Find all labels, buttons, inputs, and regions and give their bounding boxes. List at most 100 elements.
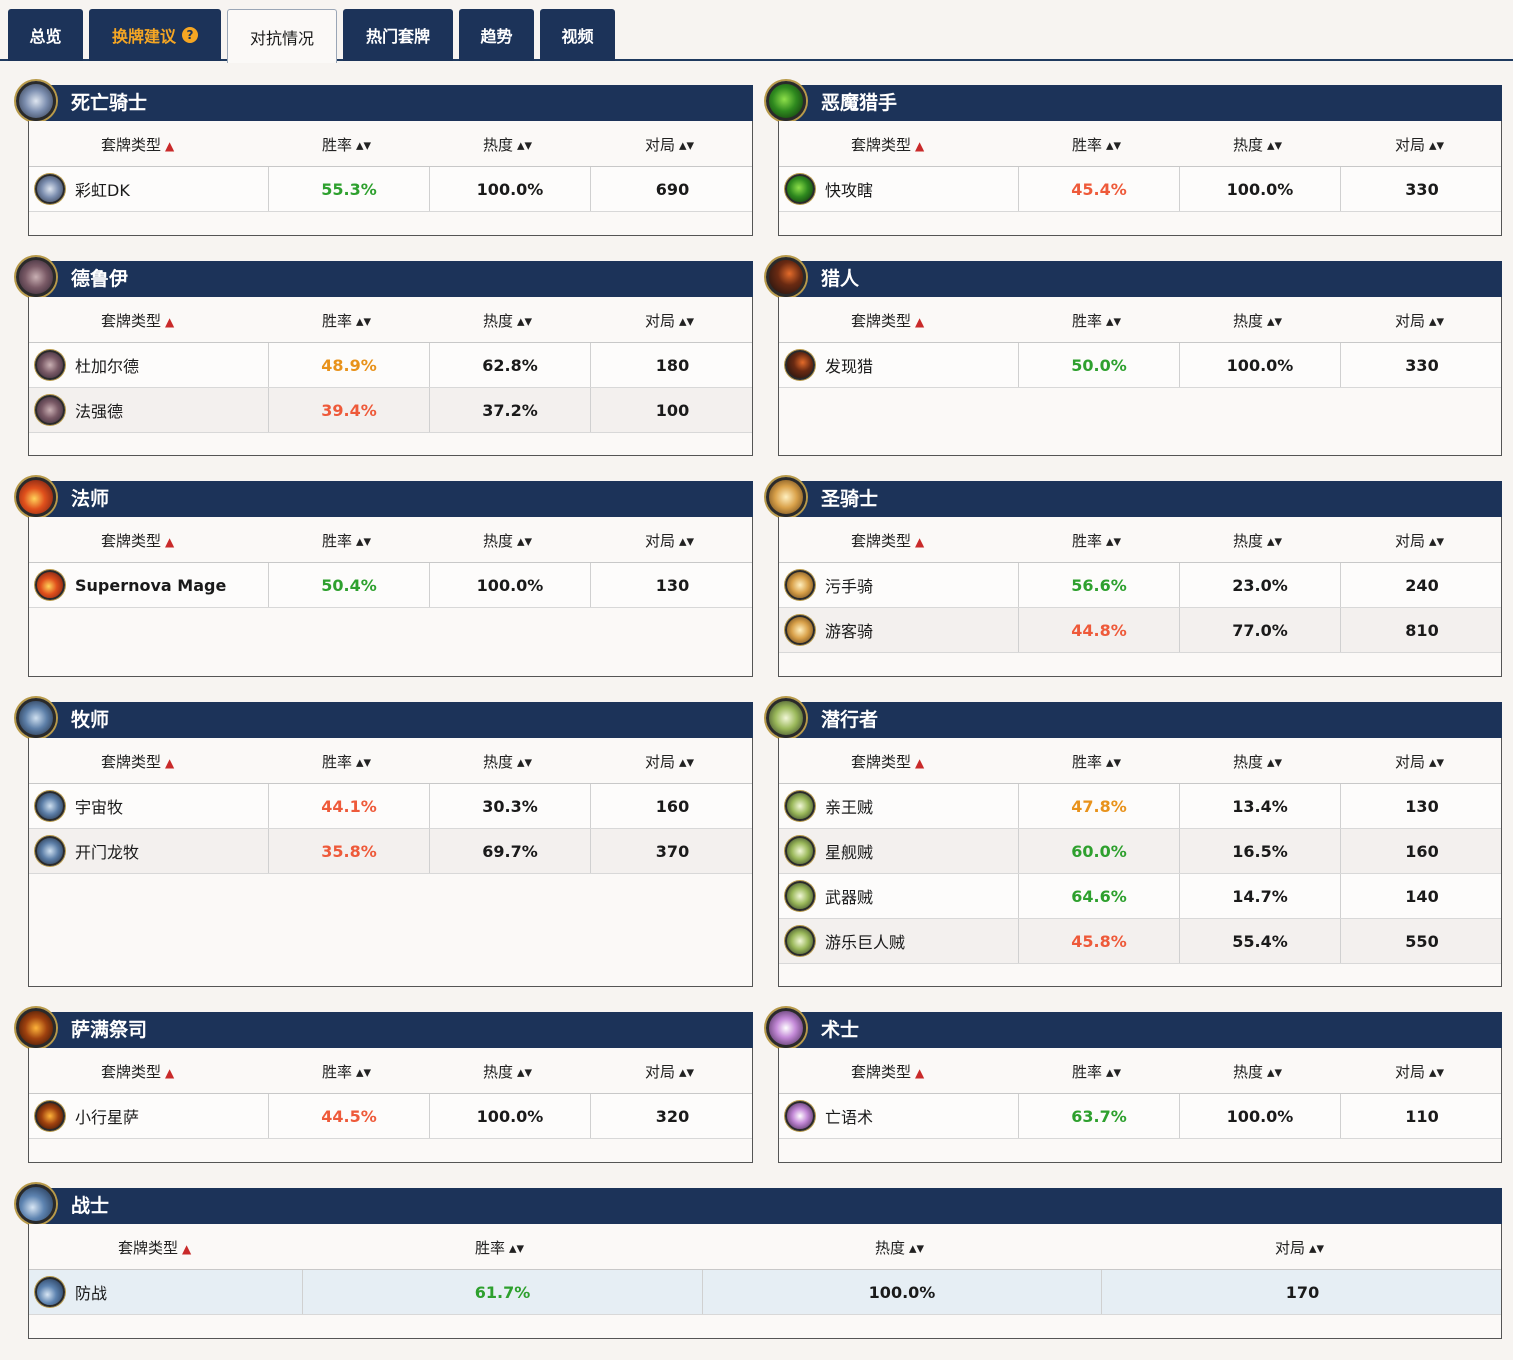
column-deck-type[interactable]: 套牌类型 ▲ — [101, 1061, 174, 1082]
column-winrate[interactable]: 胜率 ▴▾ — [1072, 530, 1121, 551]
sort-icon[interactable]: ▴▾ — [356, 312, 372, 330]
deck-name-cell[interactable]: 亡语术 — [779, 1094, 1018, 1138]
deck-name[interactable]: 小行星萨 — [75, 1108, 140, 1127]
sort-asc-icon[interactable]: ▲ — [915, 139, 925, 153]
column-deck-type[interactable]: 套牌类型 ▲ — [118, 1237, 191, 1258]
sort-icon[interactable]: ▴▾ — [1429, 532, 1445, 550]
tab-videos[interactable]: 视频 — [540, 9, 615, 61]
column-popularity[interactable]: 热度 ▴▾ — [483, 310, 532, 331]
sort-icon[interactable]: ▴▾ — [356, 1063, 372, 1081]
column-deck-type[interactable]: 套牌类型 ▲ — [101, 751, 174, 772]
table-row[interactable]: Supernova Mage 50.4% 100.0% 130 — [29, 563, 752, 608]
tab-mulligan[interactable]: 换牌建议? — [89, 9, 221, 61]
deck-name[interactable]: 游乐巨人贼 — [825, 933, 906, 952]
deck-name[interactable]: 发现猎 — [825, 357, 874, 376]
column-games[interactable]: 对局 ▴▾ — [645, 751, 694, 772]
deck-name[interactable]: 彩虹DK — [75, 181, 130, 200]
sort-icon[interactable]: ▴▾ — [1267, 1063, 1283, 1081]
sort-icon[interactable]: ▴▾ — [679, 753, 695, 771]
table-row[interactable]: 星舰贼 60.0% 16.5% 160 — [779, 829, 1501, 874]
column-games[interactable]: 对局 ▴▾ — [1395, 751, 1444, 772]
column-games[interactable]: 对局 ▴▾ — [1395, 1061, 1444, 1082]
column-games[interactable]: 对局 ▴▾ — [1395, 530, 1444, 551]
sort-icon[interactable]: ▴▾ — [1267, 312, 1283, 330]
help-icon[interactable]: ? — [182, 27, 198, 43]
sort-asc-icon[interactable]: ▲ — [915, 1066, 925, 1080]
sort-asc-icon[interactable]: ▲ — [915, 315, 925, 329]
sort-icon[interactable]: ▴▾ — [1267, 136, 1283, 154]
deck-name-cell[interactable]: 开门龙牧 — [29, 829, 268, 873]
sort-icon[interactable]: ▴▾ — [517, 1063, 533, 1081]
deck-name[interactable]: 杜加尔德 — [75, 357, 140, 376]
column-deck-type[interactable]: 套牌类型 ▲ — [851, 1061, 924, 1082]
sort-icon[interactable]: ▴▾ — [1429, 136, 1445, 154]
table-row[interactable]: 防战 61.7% 100.0% 170 — [29, 1270, 1501, 1315]
sort-icon[interactable]: ▴▾ — [517, 753, 533, 771]
sort-icon[interactable]: ▴▾ — [1267, 753, 1283, 771]
sort-asc-icon[interactable]: ▲ — [165, 756, 175, 770]
deck-name[interactable]: 污手骑 — [825, 577, 874, 596]
column-winrate[interactable]: 胜率 ▴▾ — [1072, 310, 1121, 331]
sort-icon[interactable]: ▴▾ — [517, 312, 533, 330]
column-winrate[interactable]: 胜率 ▴▾ — [322, 310, 371, 331]
deck-name-cell[interactable]: Supernova Mage — [29, 563, 268, 607]
sort-icon[interactable]: ▴▾ — [356, 753, 372, 771]
deck-name-cell[interactable]: 游乐巨人贼 — [779, 919, 1018, 963]
column-deck-type[interactable]: 套牌类型 ▲ — [101, 530, 174, 551]
column-deck-type[interactable]: 套牌类型 ▲ — [851, 134, 924, 155]
sort-icon[interactable]: ▴▾ — [679, 136, 695, 154]
tab-matchups[interactable]: 对抗情况 — [227, 9, 337, 63]
table-row[interactable]: 杜加尔德 48.9% 62.8% 180 — [29, 343, 752, 388]
table-row[interactable]: 快攻瞎 45.4% 100.0% 330 — [779, 167, 1501, 212]
sort-asc-icon[interactable]: ▲ — [165, 535, 175, 549]
column-winrate[interactable]: 胜率 ▴▾ — [1072, 134, 1121, 155]
column-winrate[interactable]: 胜率 ▴▾ — [1072, 1061, 1121, 1082]
column-deck-type[interactable]: 套牌类型 ▲ — [101, 134, 174, 155]
sort-icon[interactable]: ▴▾ — [909, 1239, 925, 1257]
column-popularity[interactable]: 热度 ▴▾ — [1233, 530, 1282, 551]
column-winrate[interactable]: 胜率 ▴▾ — [322, 530, 371, 551]
deck-name[interactable]: 武器贼 — [825, 888, 874, 907]
sort-icon[interactable]: ▴▾ — [509, 1239, 525, 1257]
deck-name[interactable]: 法强德 — [75, 402, 124, 421]
column-winrate[interactable]: 胜率 ▴▾ — [322, 751, 371, 772]
deck-name-cell[interactable]: 防战 — [29, 1270, 302, 1314]
column-games[interactable]: 对局 ▴▾ — [1395, 134, 1444, 155]
column-deck-type[interactable]: 套牌类型 ▲ — [851, 310, 924, 331]
sort-icon[interactable]: ▴▾ — [679, 532, 695, 550]
sort-asc-icon[interactable]: ▲ — [165, 315, 175, 329]
table-row[interactable]: 游乐巨人贼 45.8% 55.4% 550 — [779, 919, 1501, 964]
deck-name[interactable]: 宇宙牧 — [75, 798, 124, 817]
deck-name-cell[interactable]: 污手骑 — [779, 563, 1018, 607]
column-games[interactable]: 对局 ▴▾ — [645, 134, 694, 155]
table-row[interactable]: 武器贼 64.6% 14.7% 140 — [779, 874, 1501, 919]
column-deck-type[interactable]: 套牌类型 ▲ — [101, 310, 174, 331]
column-games[interactable]: 对局 ▴▾ — [1275, 1237, 1324, 1258]
table-row[interactable]: 污手骑 56.6% 23.0% 240 — [779, 563, 1501, 608]
sort-icon[interactable]: ▴▾ — [517, 136, 533, 154]
deck-name[interactable]: 游客骑 — [825, 622, 874, 641]
column-winrate[interactable]: 胜率 ▴▾ — [322, 1061, 371, 1082]
sort-icon[interactable]: ▴▾ — [1429, 753, 1445, 771]
deck-name-cell[interactable]: 星舰贼 — [779, 829, 1018, 873]
table-row[interactable]: 宇宙牧 44.1% 30.3% 160 — [29, 784, 752, 829]
deck-name[interactable]: 开门龙牧 — [75, 843, 140, 862]
deck-name-cell[interactable]: 彩虹DK — [29, 167, 268, 211]
sort-icon[interactable]: ▴▾ — [679, 1063, 695, 1081]
column-winrate[interactable]: 胜率 ▴▾ — [322, 134, 371, 155]
tab-trends[interactable]: 趋势 — [459, 9, 534, 61]
sort-asc-icon[interactable]: ▲ — [165, 139, 175, 153]
deck-name-cell[interactable]: 法强德 — [29, 388, 268, 432]
table-row[interactable]: 亲王贼 47.8% 13.4% 130 — [779, 784, 1501, 829]
sort-icon[interactable]: ▴▾ — [356, 532, 372, 550]
column-winrate[interactable]: 胜率 ▴▾ — [475, 1237, 524, 1258]
table-row[interactable]: 开门龙牧 35.8% 69.7% 370 — [29, 829, 752, 874]
column-popularity[interactable]: 热度 ▴▾ — [483, 134, 532, 155]
column-popularity[interactable]: 热度 ▴▾ — [875, 1237, 924, 1258]
sort-icon[interactable]: ▴▾ — [1309, 1239, 1325, 1257]
column-games[interactable]: 对局 ▴▾ — [645, 1061, 694, 1082]
sort-asc-icon[interactable]: ▲ — [182, 1242, 192, 1256]
deck-name[interactable]: 快攻瞎 — [825, 181, 874, 200]
sort-asc-icon[interactable]: ▲ — [915, 535, 925, 549]
column-games[interactable]: 对局 ▴▾ — [1395, 310, 1444, 331]
